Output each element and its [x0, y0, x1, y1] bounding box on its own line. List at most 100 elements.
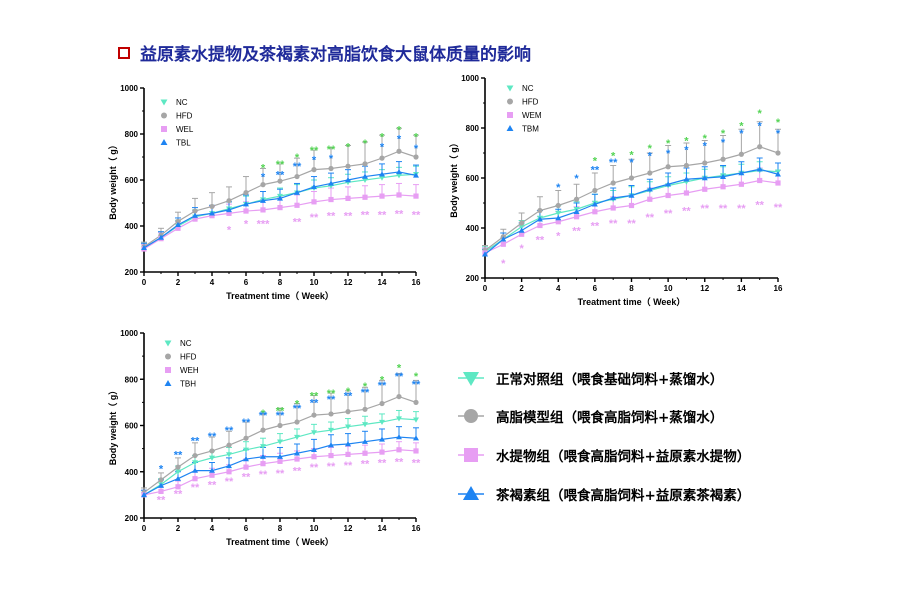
significance-mark: **: [682, 206, 691, 218]
data-point: [379, 419, 385, 426]
legend-marker: [160, 99, 168, 106]
data-point: [592, 187, 598, 194]
data-point: [362, 406, 368, 412]
data-point: [646, 186, 653, 192]
significance-mark: *: [227, 224, 232, 236]
data-point: [260, 444, 266, 450]
x-tick-label: 12: [700, 284, 709, 293]
error-bars-hfd: [141, 372, 419, 493]
significance-mark: **: [310, 462, 319, 474]
significance-mark: *: [721, 137, 726, 149]
data-point: [757, 177, 763, 184]
data-point: [294, 456, 300, 462]
x-axis-label: Treatment time（ Week）: [226, 537, 334, 547]
significance-mark: *: [261, 172, 266, 184]
data-point: [379, 175, 385, 181]
data-point: [738, 181, 744, 187]
significance-mark: *: [556, 231, 561, 243]
y-tick-label: 200: [466, 274, 480, 283]
data-point: [683, 176, 690, 182]
data-point: [702, 160, 708, 166]
significance-mark: *: [380, 374, 385, 386]
significance-mark: *: [666, 148, 671, 160]
y-tick-label: 600: [125, 422, 139, 431]
significance-mark: **: [310, 397, 319, 409]
significance-mark: **: [293, 216, 302, 228]
x-tick-label: 16: [412, 278, 421, 287]
y-tick-label: 400: [125, 222, 139, 231]
significance-mark: **: [378, 380, 387, 392]
data-point: [175, 484, 181, 490]
significance-mark: *: [776, 128, 781, 140]
data-point: [226, 469, 232, 475]
x-tick-label: 16: [774, 284, 783, 293]
y-axis-label: Body weight（ g）: [108, 386, 118, 466]
x-tick-label: 10: [664, 284, 673, 293]
triangle-up-icon: [458, 485, 484, 500]
data-point: [362, 173, 368, 179]
legend-label: NC: [522, 84, 534, 93]
data-point: [175, 225, 181, 231]
data-point: [379, 400, 385, 407]
data-point: [294, 419, 300, 425]
data-point: [413, 172, 419, 178]
data-point: [738, 170, 745, 176]
significance-mark: *: [703, 133, 708, 145]
group-legend-label: 茶褐素组（喂食高脂饲料+益原素茶褐素）: [496, 488, 751, 504]
data-point: [345, 451, 351, 458]
significance-mark: **: [276, 159, 285, 171]
legend-marker: [507, 98, 513, 105]
data-point: [277, 178, 283, 184]
data-point: [328, 452, 334, 459]
legend-marker: [464, 409, 478, 423]
data-point: [536, 216, 543, 222]
data-point: [209, 455, 215, 461]
x-tick-label: 14: [378, 278, 387, 287]
series-points-tbm: [482, 166, 781, 257]
data-point: [328, 196, 334, 203]
data-point: [482, 251, 488, 257]
data-point: [226, 452, 232, 458]
significance-mark: **: [737, 203, 746, 215]
y-tick-label: 800: [125, 375, 139, 384]
legend-marker: [161, 112, 167, 119]
x-tick-label: 14: [378, 524, 387, 533]
data-point: [555, 219, 561, 225]
legend-label: HFD: [180, 353, 197, 362]
significance-mark: **: [276, 468, 285, 480]
significance-mark: **: [378, 458, 387, 470]
data-point: [345, 409, 351, 415]
data-point: [775, 150, 781, 156]
x-tick-label: 8: [278, 278, 283, 287]
significance-mark: **: [361, 459, 370, 471]
legend-label: NC: [180, 339, 192, 348]
significance-mark: **: [310, 145, 319, 157]
data-point: [413, 448, 419, 454]
x-tick-label: 10: [310, 278, 319, 287]
legend-label: WEL: [176, 125, 194, 134]
x-axis-label: Treatment time（ Week）: [578, 297, 686, 307]
data-point: [518, 227, 525, 233]
data-point: [756, 166, 763, 172]
significance-mark: *: [363, 381, 368, 393]
significance-mark: *: [739, 121, 744, 133]
x-tick-label: 14: [737, 284, 746, 293]
significance-mark: **: [395, 208, 404, 220]
significance-mark: *: [295, 399, 300, 411]
significance-mark: *: [329, 153, 334, 165]
data-point: [555, 210, 562, 216]
data-point: [573, 214, 580, 220]
significance-mark: *: [261, 408, 266, 420]
x-tick-label: 10: [310, 524, 319, 533]
data-point: [775, 180, 781, 186]
data-point: [243, 464, 249, 470]
legend-label: HFD: [522, 98, 539, 107]
data-point: [158, 477, 164, 483]
significance-mark: **: [259, 469, 268, 481]
legend-marker: [164, 380, 172, 387]
data-point: [311, 183, 317, 190]
chart-legend: NC HFD WEM TBM: [506, 84, 542, 134]
significance-mark: **: [774, 202, 783, 214]
data-point: [328, 411, 334, 417]
